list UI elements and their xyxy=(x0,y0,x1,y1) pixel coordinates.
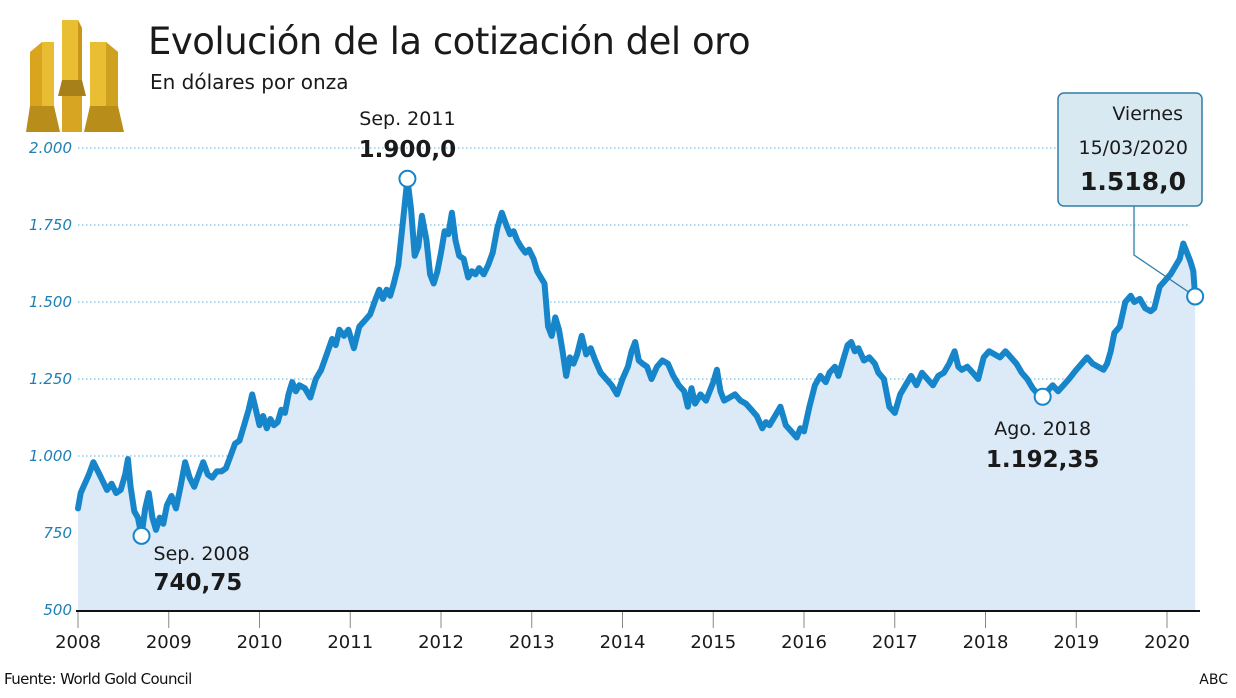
x-tick-label: 2010 xyxy=(237,632,283,653)
annotation-value: 740,75 xyxy=(154,570,243,596)
x-tick-label: 2011 xyxy=(327,632,373,653)
credit-note: ABC xyxy=(1199,672,1228,688)
x-tick-label: 2016 xyxy=(781,632,827,653)
callout-box xyxy=(1057,92,1203,207)
price-line xyxy=(75,175,1199,539)
x-tick-label: 2009 xyxy=(146,632,192,653)
annotation-marker xyxy=(398,169,417,188)
annotation-value: 1.192,35 xyxy=(986,447,1100,473)
x-tick-label: 2020 xyxy=(1144,632,1190,653)
x-tick-label: 2019 xyxy=(1053,632,1099,653)
callout-date: 15/03/2020 xyxy=(1078,137,1188,159)
x-tick-label: 2013 xyxy=(509,632,555,653)
annotations: Sep. 2008 740,75 Sep. 2011 1.900,0 Ago. 2018… xyxy=(132,108,1100,596)
y-axis-ticks: 500 750 1.000 1.250 1.500 1.750 2.000 xyxy=(29,139,72,619)
annotation-date: Ago. 2018 xyxy=(994,418,1091,440)
y-tick-label: 1.750 xyxy=(29,216,72,234)
callout-value: 1.518,0 xyxy=(1080,167,1186,196)
x-tick-label: 2008 xyxy=(55,632,101,653)
x-axis-ticks: 2008 2009 2010 2011 2012 2013 2014 2015 2016 2017… xyxy=(55,612,1190,653)
x-tick-label: 2014 xyxy=(600,632,646,653)
x-tick-label: 2018 xyxy=(963,632,1009,653)
chart-subtitle: En dólares por onza xyxy=(150,70,349,94)
price-area xyxy=(78,178,1196,611)
y-tick-label: 750 xyxy=(43,524,72,542)
y-tick-label: 1.000 xyxy=(29,447,72,465)
callout-leader-line xyxy=(1133,206,1196,297)
x-tick-label: 2017 xyxy=(872,632,918,653)
y-tick-label: 1.500 xyxy=(29,293,72,311)
callout-marker xyxy=(1186,287,1205,306)
x-tick-label: 2015 xyxy=(690,632,736,653)
annotation-marker xyxy=(1033,387,1052,406)
chart-title: Evolución de la cotización del oro xyxy=(148,20,751,63)
annotation-date: Sep. 2008 xyxy=(154,543,250,565)
source-note: Fuente: World Gold Council xyxy=(4,670,192,688)
gold-bars-logo xyxy=(26,20,124,132)
annotation-marker xyxy=(132,526,151,545)
y-tick-label: 1.250 xyxy=(29,370,72,388)
annotation-date: Sep. 2011 xyxy=(359,108,455,130)
gold-bar-center xyxy=(62,20,82,92)
x-tick-label: 2012 xyxy=(418,632,464,653)
annotation-value: 1.900,0 xyxy=(359,137,457,163)
y-tick-label: 2.000 xyxy=(29,139,72,157)
callout-day: Viernes xyxy=(1112,103,1183,125)
callout: Viernes 15/03/2020 1.518,0 xyxy=(1057,92,1203,297)
y-tick-label: 500 xyxy=(43,601,72,619)
